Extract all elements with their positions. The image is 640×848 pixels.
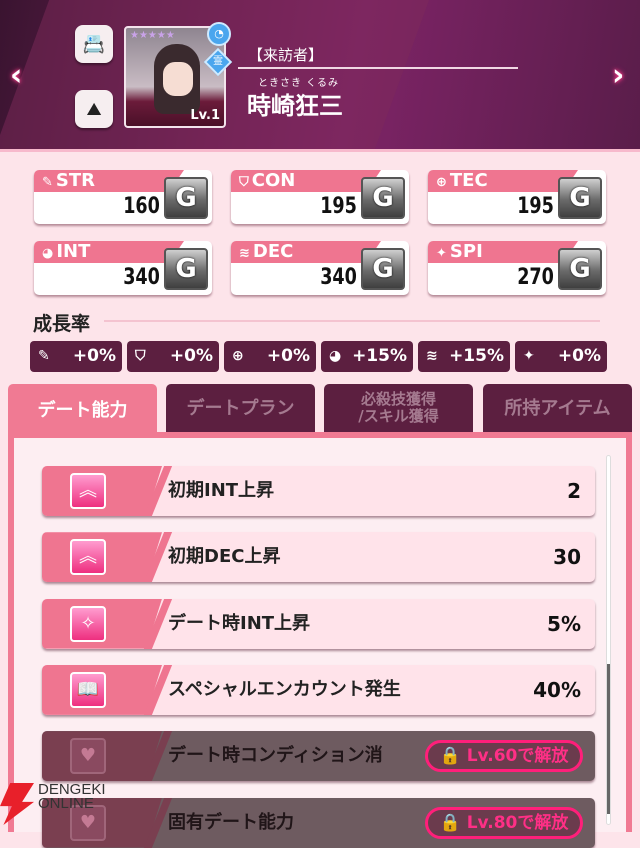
mountain-icon: ⛰ <box>86 98 102 120</box>
stat-icon: ✦ <box>523 348 535 364</box>
growth-chip: ⊕ +0% <box>224 341 316 372</box>
type-badge-icon: ◔ <box>207 22 231 46</box>
ability-item[interactable]: ♥ デート時コンディション消 🔒 Lv.60で解放 <box>42 731 595 782</box>
tab-3[interactable]: 所持アイテム <box>483 384 632 432</box>
divider <box>104 320 600 322</box>
growth-value: +0% <box>169 346 213 366</box>
character-title: 【来訪者】 <box>248 46 324 64</box>
stat-icon: ⊕ <box>436 175 447 190</box>
stat-icon: ◕ <box>42 246 54 261</box>
stat-icon: ≋ <box>239 246 250 261</box>
divider <box>238 67 518 69</box>
stat-icon: ≋ <box>426 348 438 364</box>
stat-card-tec: ⊕ TEC 195 G <box>428 170 606 224</box>
growth-chip: ◕ +15% <box>321 341 413 372</box>
stat-value: 270 <box>517 265 554 290</box>
ability-value: 30 <box>553 545 581 570</box>
ability-icon: ︽ <box>70 473 106 509</box>
stat-icon: ◕ <box>329 348 342 364</box>
scenery-button[interactable]: ⛰ <box>75 90 113 128</box>
scrollbar[interactable] <box>606 455 611 825</box>
ability-label: 初期DEC上昇 <box>168 546 281 568</box>
stat-label: INT <box>56 241 91 262</box>
rank-badge: G <box>558 177 602 219</box>
unlock-level-badge: 🔒 Lv.80で解放 <box>425 806 583 839</box>
stat-card-str: ✎ STR 160 G <box>34 170 212 224</box>
growth-chip: ≋ +15% <box>418 341 510 372</box>
level-label: Lv.1 <box>190 108 220 123</box>
ability-label: スペシャルエンカウント発生 <box>168 678 401 700</box>
next-character-button[interactable]: › <box>612 58 625 93</box>
growth-rate-heading: 成長率 <box>33 313 91 335</box>
growth-value: +15% <box>352 346 407 366</box>
rarity-stars: ★★★★★ <box>130 30 175 41</box>
tab-1[interactable]: デートプラン <box>166 384 315 432</box>
stat-label: CON <box>251 170 296 191</box>
growth-value: +0% <box>72 346 116 366</box>
character-portrait[interactable]: ★★★★★ Lv.1 <box>124 26 226 128</box>
stat-value: 195 <box>320 194 357 219</box>
rank-badge: G <box>361 248 405 290</box>
ability-label: 初期INT上昇 <box>168 480 275 501</box>
profile-card-icon: 📇 <box>82 33 106 55</box>
ability-icon: ♥ <box>70 738 106 775</box>
ability-item[interactable]: 📖 スペシャルエンカウント発生 40% <box>42 664 595 715</box>
character-header: ‹ › 📇 ⛰ ★★★★★ Lv.1 ◔ 霊 【来訪者】 ときさき くるみ 時崎… <box>0 0 640 152</box>
stat-value: 160 <box>123 194 160 219</box>
ability-label: 固有デート能力 <box>168 811 294 833</box>
rank-badge: G <box>558 248 602 290</box>
watermark-logo: DENGEKI ONLINE <box>0 782 130 825</box>
stat-card-dec: ≋ DEC 340 G <box>231 241 409 295</box>
stat-value: 340 <box>320 265 357 290</box>
stat-label: STR <box>55 170 96 191</box>
ability-value: 5% <box>547 611 581 636</box>
ability-item[interactable]: ✧ デート時INT上昇 5% <box>42 598 595 649</box>
stat-label: TEC <box>449 170 488 191</box>
stat-card-con: ⛉ CON 195 G <box>231 170 409 224</box>
rank-badge: G <box>361 177 405 219</box>
character-image <box>154 44 200 114</box>
rank-badge: G <box>164 177 208 219</box>
stat-card-spi: ✦ SPI 270 G <box>428 241 606 295</box>
ability-icon: ✧ <box>70 605 106 642</box>
growth-chip: ✎ +0% <box>30 341 122 372</box>
unlock-level-badge: 🔒 Lv.60で解放 <box>425 740 583 773</box>
profile-button[interactable]: 📇 <box>75 25 113 63</box>
tab-2[interactable]: 必殺技獲得 /スキル獲得 <box>324 384 473 432</box>
ability-label: デート時INT上昇 <box>168 612 311 634</box>
ability-icon: ︽ <box>70 539 106 576</box>
stat-icon: ✦ <box>436 246 447 261</box>
stat-value: 340 <box>123 265 160 290</box>
stat-label: SPI <box>449 241 483 262</box>
stat-icon: ⛉ <box>239 175 249 190</box>
character-name: 時崎狂三 <box>247 92 343 120</box>
ability-label: デート時コンディション消 <box>168 745 383 767</box>
stat-card-int: ◕ INT 340 G <box>34 241 212 295</box>
stat-value: 195 <box>517 194 554 219</box>
stat-icon: ⛉ <box>135 348 146 364</box>
ability-item[interactable]: ︽ 初期DEC上昇 30 <box>42 532 595 583</box>
stat-icon: ✎ <box>38 348 50 364</box>
growth-value: +0% <box>557 346 601 366</box>
lightning-icon <box>0 783 34 825</box>
tab-0[interactable]: デート能力 <box>8 384 157 436</box>
stat-label: DEC <box>252 241 294 262</box>
growth-chip: ✦ +0% <box>515 341 607 372</box>
ability-item[interactable]: ︽ 初期INT上昇 2 <box>42 466 595 516</box>
ability-icon: 📖 <box>70 671 106 708</box>
scrollbar-thumb[interactable] <box>607 664 610 814</box>
growth-value: +0% <box>266 346 310 366</box>
stat-icon: ⊕ <box>232 348 244 364</box>
growth-chip: ⛉ +0% <box>127 341 219 372</box>
growth-value: +15% <box>449 346 504 366</box>
name-reading: ときさき くるみ <box>258 78 339 89</box>
prev-character-button[interactable]: ‹ <box>10 58 23 93</box>
stat-icon: ✎ <box>42 175 53 190</box>
ability-value: 40% <box>533 677 581 702</box>
rank-badge: G <box>164 248 208 290</box>
ability-value: 2 <box>567 479 581 503</box>
